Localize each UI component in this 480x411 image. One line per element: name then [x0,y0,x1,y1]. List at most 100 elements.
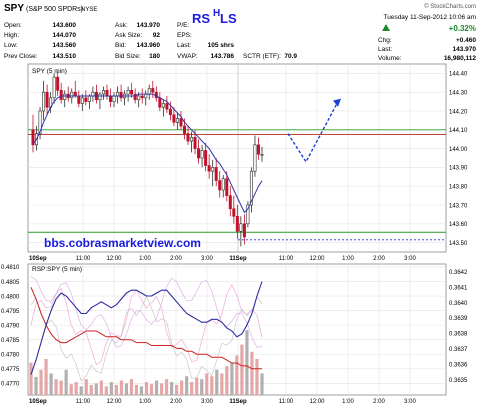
rshls-sup: H [213,8,220,19]
prev-close-label: Prev Close: [4,53,38,60]
candle-body [175,118,179,123]
ratio-faint-line [30,284,263,366]
candle-body [126,90,130,95]
volume-bar [69,384,73,395]
rshls-text: RS [192,11,210,26]
price-x-tick-label: 12:00 [106,256,122,262]
candle-body [193,137,197,149]
price-y-tick-label: 143.50 [449,241,468,247]
ratio-volume-bars [29,330,264,395]
ratio-x-tick-label: 3:00 [404,399,416,405]
volume-bar [230,362,234,395]
sctr-label: SCTR (ETF): [243,53,281,60]
ratio-left-tick-label: 0.4795 [1,309,20,315]
volume-bar [255,358,259,395]
ratio-x-tick-label: 1:00 [139,399,151,405]
candle-body [133,93,137,101]
volume-bar [154,380,159,395]
candle-body [161,103,165,108]
volume-bar [215,369,219,395]
ratio-x-tick-label: 10Sep [29,399,47,405]
low-label: Low: [4,42,18,49]
ratio-right-tick-label: 0.3641 [449,285,468,291]
projection-arrowhead-icon [333,98,341,107]
volume-bar [235,355,239,395]
rshls-end: LS [220,11,237,26]
candle-body [228,195,232,210]
volume-bar [94,383,98,395]
volume-bar [175,384,179,395]
candle-body [225,178,229,196]
price-x-tick-label: 12:00 [309,256,325,262]
candle-body [80,97,84,104]
candle-body [200,150,204,159]
ratio-x-tick-label: 2:00 [373,399,385,405]
volume-bar [34,376,38,395]
candle-body [144,93,148,99]
chg-value: +0.460 [456,37,476,44]
volume-bar [59,380,63,395]
volume-value: 16,980,112 [444,55,477,62]
price-x-tick-label: 1:00 [139,256,151,262]
last-label: Last: [177,42,191,49]
ratio-left-tick-label: 0.4775 [1,367,20,373]
volume-bar [109,382,113,395]
symbol-name: (S&P 500 SPDRs) [26,6,83,13]
last2-value: 143.970 [453,46,477,53]
price-moving-average [32,93,263,214]
ratio-left-tick-label: 0.4770 [1,382,20,388]
volume-bar [64,369,68,395]
ratio-panel-title: RSP:SPY (5 min) [32,266,82,273]
price-x-tick-label: 2:00 [170,256,182,262]
candle-body [109,95,113,102]
open-label: Open: [4,22,22,29]
candle-body [38,110,42,134]
volume-bar [159,383,164,395]
ratio-right-tick-label: 0.3642 [449,270,468,276]
volume-bar [260,373,264,395]
watermark-url: bbs.cobrasmarketview.com [44,236,201,250]
volume-bar [124,383,129,395]
ratio-faint-line [30,295,263,382]
price-candles [31,71,264,247]
candle-body [260,153,264,156]
volume-bar [220,373,224,395]
candle-body [119,91,123,99]
ask-label: Ask: [115,22,128,29]
volume-bar [185,376,189,395]
volume-bar [114,384,118,395]
volume-bar [119,380,123,395]
price-y-tick-label: 144.30 [449,91,468,97]
price-x-tick-label: 3:00 [201,256,213,262]
volume-bar [84,379,88,395]
volume-bar [104,386,108,395]
ratio-right-tick-label: 0.3640 [449,301,468,307]
ratio-right-tick-label: 0.3639 [449,316,468,322]
ask-value: 143.970 [137,22,161,29]
ask-size-value: 92 [153,32,161,39]
volume-bar [139,386,144,395]
volume-bar [134,384,139,395]
volume-bar [200,379,204,395]
volume-bar [54,379,58,395]
volume-bar [99,380,103,395]
exchange: NYSE [81,7,97,13]
price-x-axis: 10Sep 11:00 12:00 1:00 2:00 3:00 11Sep 11:00 12:… [29,256,416,262]
candle-body [147,88,151,95]
ratio-x-tick-label: 12:00 [106,399,122,405]
ratio-left-tick-label: 0.4785 [1,338,20,344]
volume-bar [195,377,199,395]
pe-label: P/E: [177,22,189,29]
volume-bar [49,373,53,395]
candle-body [204,150,208,166]
candle-body [63,93,67,101]
volume-bar [210,376,214,395]
price-x-tick-label: 1:00 [342,256,354,262]
volume-bar [29,362,33,395]
ratio-right-tick-label: 0.3637 [449,347,468,353]
volume-bar [205,373,209,395]
volume-bar [170,382,174,395]
price-panel: 144.40 144.30 144.20 144.10 144.00 143.90 143.… [27,63,468,253]
